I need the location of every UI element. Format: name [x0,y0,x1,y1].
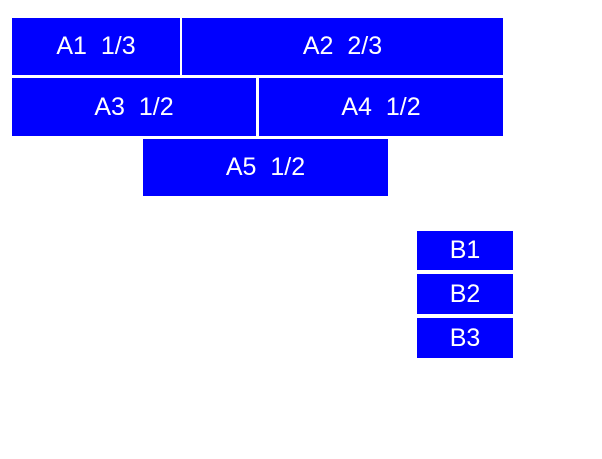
box-b3: B3 [417,318,513,358]
box-a3: A3 1/2 [12,78,256,136]
box-b1-label: B1 [449,236,481,264]
box-a1: A1 1/3 [12,18,180,75]
box-a2-label: A2 2/3 [302,32,383,60]
box-a4-label: A4 1/2 [341,92,421,121]
box-a3-label: A3 1/2 [94,92,174,121]
box-a2: A2 2/3 [182,18,503,75]
box-a1-label: A1 1/3 [56,32,136,60]
box-b2-label: B2 [449,279,481,308]
box-b1: B1 [417,231,513,270]
box-a5: A5 1/2 [143,139,388,196]
box-a5-label: A5 1/2 [225,153,306,181]
box-a4: A4 1/2 [259,78,503,136]
box-b3-label: B3 [449,323,481,352]
box-b2: B2 [417,274,513,314]
